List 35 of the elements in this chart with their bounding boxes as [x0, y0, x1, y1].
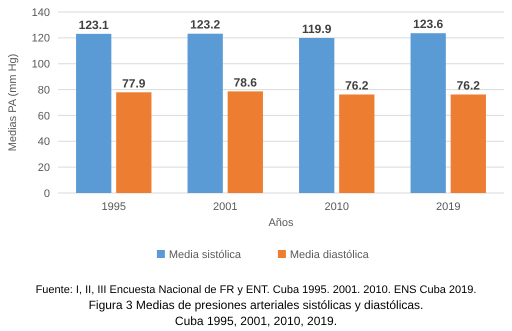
- y-tick-label: 100: [32, 58, 50, 71]
- y-tick-label: 140: [32, 6, 50, 19]
- y-tick-label: 0: [44, 188, 50, 200]
- text: Figura 3 Medias de presiones arteriales sistólicas y diastólicas.: [88, 298, 424, 312]
- y-tick-label: 40: [38, 136, 50, 148]
- x-axis-title: Años: [268, 217, 294, 229]
- bar: [228, 91, 263, 193]
- y-axis-title: Medias PA (mm Hg): [7, 54, 19, 152]
- data-label: 76.2: [456, 78, 480, 92]
- legend-label: Media sistólica: [168, 248, 242, 261]
- bar: [188, 34, 223, 193]
- y-tick-label: 120: [32, 32, 50, 45]
- data-label: 76.2: [345, 78, 369, 92]
- x-tick-label: 2019: [436, 201, 460, 213]
- bar: [116, 92, 152, 193]
- y-tick-label: 20: [38, 162, 50, 174]
- bar: [76, 34, 112, 193]
- y-tick-label: 60: [38, 110, 50, 122]
- data-label: 119.9: [302, 22, 332, 36]
- x-tick-label: 1995: [102, 201, 126, 213]
- data-label: 123.2: [190, 18, 221, 32]
- bar: [450, 94, 486, 193]
- text: Cuba 1995, 2001, 2010, 2019.: [174, 314, 338, 328]
- data-label: 123.6: [413, 17, 444, 32]
- bar: [410, 33, 446, 193]
- data-label: 123.1: [78, 18, 110, 32]
- data-label: 77.9: [122, 76, 146, 90]
- legend-label: Media diastólica: [290, 248, 370, 261]
- data-label: 78.6: [234, 75, 258, 90]
- x-tick-label: 2001: [213, 201, 238, 213]
- x-tick-label: 2010: [324, 201, 349, 213]
- bar: [299, 38, 334, 193]
- source-note: Fuente: I, II, III Encuesta Nacional de FR y ENT. Cuba 1995. 2001. 2010. ENS Cuba 2019.: [36, 284, 476, 296]
- bar: [339, 94, 374, 193]
- y-tick-label: 80: [38, 84, 50, 96]
